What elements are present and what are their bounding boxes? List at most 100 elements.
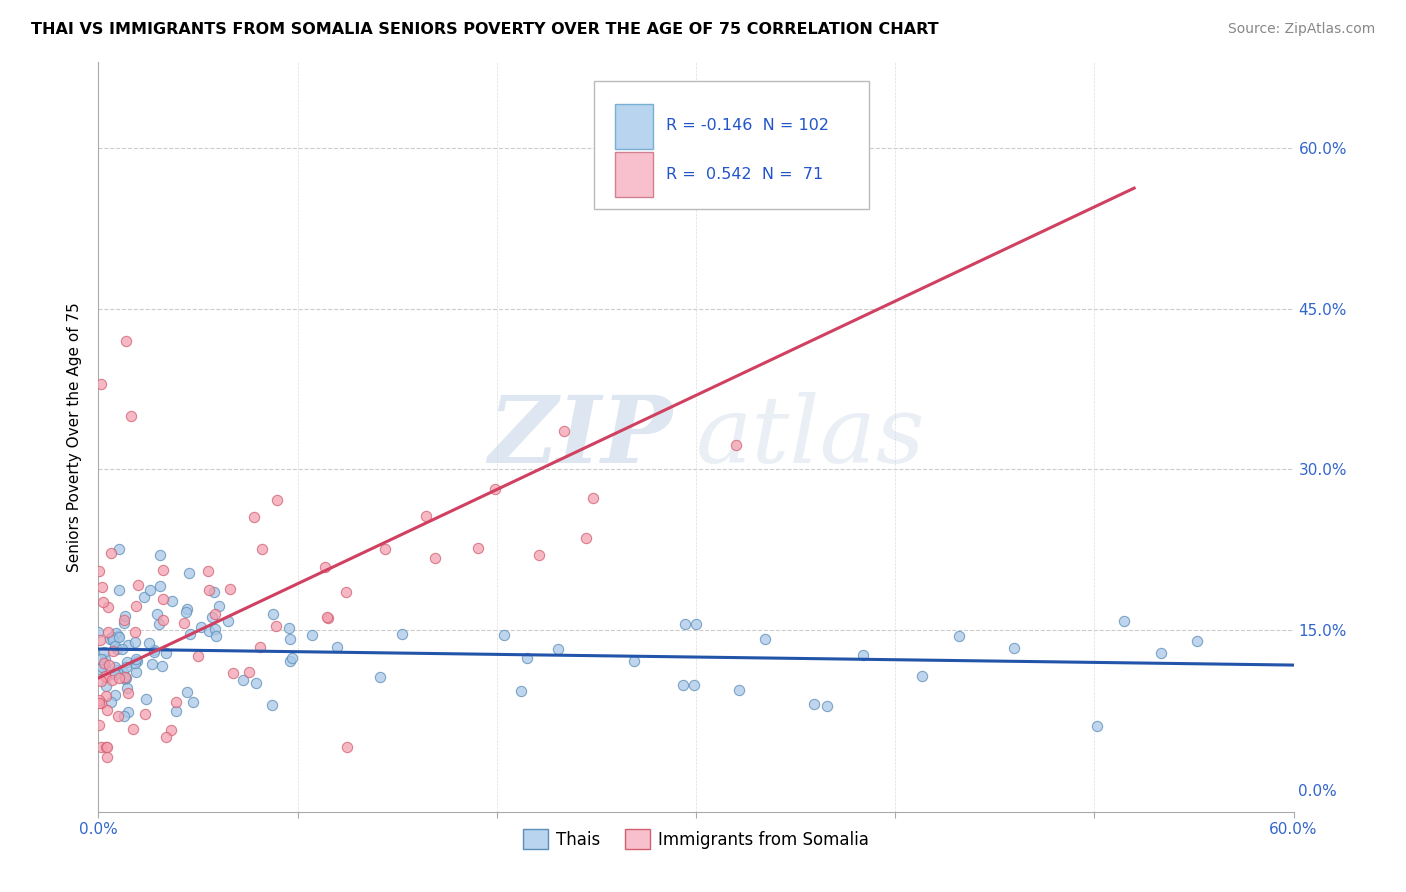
Point — [93, 652, 115, 666]
Point — [1114, 614, 1136, 628]
Point — [108, 583, 131, 598]
Point — [134, 591, 156, 605]
Point — [90, 673, 112, 688]
Point — [683, 678, 706, 692]
Point — [89, 632, 111, 647]
Point — [90, 740, 112, 755]
Point — [415, 508, 437, 523]
Point — [107, 629, 129, 643]
Point — [335, 585, 357, 599]
Point — [1185, 634, 1208, 648]
Point — [107, 709, 129, 723]
Point — [104, 639, 127, 653]
Point — [391, 627, 413, 641]
Point — [93, 658, 115, 673]
Point — [204, 630, 226, 644]
Point — [204, 607, 226, 621]
Point — [100, 546, 122, 560]
Point — [142, 643, 165, 657]
Point — [673, 617, 696, 632]
Point — [754, 632, 776, 646]
Point — [115, 660, 138, 674]
Point — [1149, 646, 1171, 660]
Point — [278, 655, 301, 669]
Point — [202, 585, 225, 599]
Point — [314, 559, 336, 574]
Point — [672, 678, 695, 692]
Point — [948, 628, 970, 642]
Point — [96, 670, 118, 684]
Point — [815, 698, 838, 713]
Point — [262, 607, 284, 621]
Point — [262, 698, 284, 712]
Point — [165, 694, 187, 708]
Point — [238, 665, 260, 680]
Point — [527, 548, 550, 562]
Point — [245, 676, 267, 690]
Point — [96, 750, 118, 764]
Point — [165, 705, 187, 719]
Point — [142, 645, 165, 659]
Point — [115, 655, 138, 669]
Point — [93, 656, 115, 670]
Point — [152, 563, 174, 577]
Point — [105, 625, 128, 640]
Point — [159, 723, 181, 737]
Point — [249, 640, 271, 654]
FancyBboxPatch shape — [614, 103, 652, 149]
Point — [90, 696, 112, 710]
Point — [112, 615, 135, 630]
Point — [179, 627, 201, 641]
Point — [425, 550, 447, 565]
Point — [803, 697, 825, 711]
Point — [152, 592, 174, 607]
Point — [197, 564, 219, 578]
Point — [149, 579, 172, 593]
Text: atlas: atlas — [696, 392, 925, 482]
Point — [181, 695, 204, 709]
Point — [114, 334, 136, 348]
Point — [266, 493, 288, 508]
Point — [98, 632, 121, 646]
Point — [336, 740, 359, 755]
Point — [87, 696, 110, 710]
Point — [124, 635, 146, 649]
Text: Source: ZipAtlas.com: Source: ZipAtlas.com — [1227, 22, 1375, 37]
Point — [177, 566, 200, 580]
Point — [108, 630, 131, 644]
Point — [582, 491, 605, 505]
Point — [494, 627, 516, 641]
Point — [90, 651, 112, 665]
Point — [93, 645, 115, 659]
Point — [374, 542, 396, 557]
Point — [97, 600, 120, 615]
Point — [101, 673, 124, 687]
Point — [101, 632, 124, 647]
Point — [187, 649, 209, 664]
Text: R =  0.542  N =  71: R = 0.542 N = 71 — [666, 167, 824, 182]
Point — [101, 643, 124, 657]
Point — [176, 602, 198, 616]
Point — [149, 548, 172, 562]
Point — [96, 703, 118, 717]
Point — [217, 614, 239, 628]
Point — [120, 409, 142, 423]
Point — [104, 660, 127, 674]
Point — [160, 594, 183, 608]
Point — [222, 666, 245, 681]
Point — [125, 599, 148, 613]
Point — [114, 672, 136, 686]
Point — [112, 613, 135, 627]
Point — [100, 695, 122, 709]
Point — [94, 679, 117, 693]
Point — [623, 654, 645, 668]
Point — [281, 651, 304, 665]
Point — [125, 654, 148, 668]
FancyBboxPatch shape — [614, 153, 652, 197]
Point — [173, 615, 195, 630]
Point — [911, 669, 934, 683]
Point — [91, 660, 114, 674]
Point — [125, 652, 148, 666]
Point — [318, 611, 340, 625]
Point — [94, 668, 117, 682]
